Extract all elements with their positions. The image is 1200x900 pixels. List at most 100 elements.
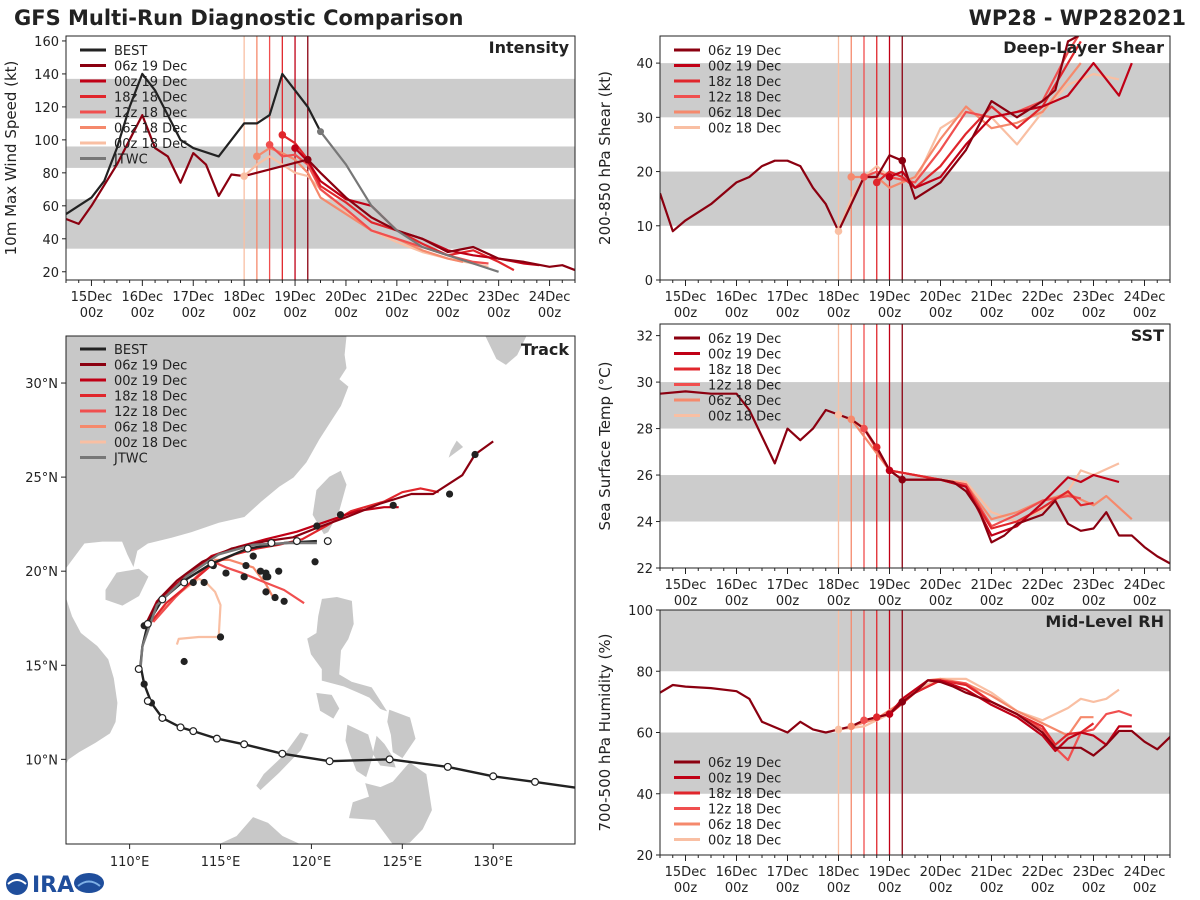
x-tick-date-label: 24Dec [1124,865,1166,880]
series-0-line [660,36,1079,233]
threshold-band [66,199,575,249]
threshold-band [660,610,1170,672]
x-tick-date-label: 15Dec [665,865,707,880]
x-tick-date-label: 22Dec [1022,578,1064,593]
x-tick-date-label: 18Dec [223,290,265,305]
x-tick-hour-label: 00z [827,881,851,896]
panel-title: Track [521,340,569,359]
track-point-filled [311,558,319,566]
track-point-filled [336,511,345,519]
best-point-filled [189,578,197,587]
y-axis-label: Sea Surface Temp (°C) [596,361,614,530]
track-point-filled [389,501,397,509]
x-tick-hour-label: 00z [725,594,749,609]
x-tick-date-label: 20Dec [325,290,367,305]
x-tick-date-label: 19Dec [274,290,316,305]
storm-id: WP28 - WP282021 [968,6,1186,30]
x-tick-hour-label: 00z [487,306,511,321]
legend-label: 06z 18 Dec [708,106,781,121]
x-tick-hour-label: 00z [776,306,800,321]
y-tick-label: 30 [636,111,653,126]
x-tick-hour-label: 00z [1031,881,1055,896]
y-tick-label: 40 [42,233,59,248]
y-tick-label: 60 [42,200,59,215]
x-tick-hour-label: 00z [674,306,698,321]
best-point-open [323,537,332,546]
x-tick-hour-label: 00z [980,306,1004,321]
track-point-filled [262,588,270,596]
x-tick-hour-label: 00z [232,306,256,321]
cira-logo-text: IRA [32,873,74,898]
track-point-filled [271,593,279,602]
series-5-init-point [834,227,843,235]
y-axis-label: 200-850 hPa Shear (kt) [596,71,614,245]
best-point-open [267,538,276,547]
x-tick-date-label: 18Dec [818,578,860,593]
series-1-line [889,61,1133,189]
x-tick-hour-label: 00z [131,306,155,321]
legend-label: 06z 19 Dec [708,756,781,771]
x-tick-hour-label: 00z [878,306,902,321]
panel-rh: 2040608010015Dec00z16Dec00z17Dec00z18Dec… [596,604,1171,896]
taiwan-island [312,470,347,535]
plot-area [660,36,1133,280]
x-tick-hour-label: 00z [725,881,749,896]
x-tick-label: 130°E [473,855,513,870]
legend-label: 12z 18 Dec [114,106,187,121]
series-4-init-point [847,722,856,731]
x-tick-hour-label: 00z [674,881,698,896]
track-point-filled [216,633,225,641]
mindanao-island [348,762,432,844]
threshold-band [660,63,1170,118]
x-tick-date-label: 21Dec [971,290,1013,305]
x-tick-hour-label: 00z [878,881,902,896]
y-tick-label: 22 [636,562,653,577]
track-point-filled [200,578,208,587]
track-point-filled [180,657,188,666]
x-tick-date-label: 23Dec [1073,865,1115,880]
legend-label: 18z 18 Dec [114,390,187,405]
series-2-init-point [872,178,881,187]
legend-label: 00z 19 Dec [708,60,781,75]
track-point-filled [445,490,454,498]
x-tick-hour-label: 00z [980,594,1004,609]
legend-label: 00z 18 Dec [708,834,781,849]
best-point-open [212,734,221,743]
y-tick-label: 100 [628,604,653,619]
x-tick-hour-label: 00z [1031,306,1055,321]
series-2-line [876,40,1082,189]
legend-label: 00z 19 Dec [114,374,187,389]
series-0-line [660,679,1170,757]
series-3-init-point [860,173,868,181]
x-tick-date-label: 15Dec [665,290,707,305]
y-tick-label: 0 [645,274,653,289]
series-2-init-point [872,713,881,721]
mindoro-island [316,692,340,719]
y-tick-label: 40 [636,57,653,72]
x-tick-hour-label: 00z [1031,594,1055,609]
x-tick-date-label: 19Dec [869,578,911,593]
legend-label: 06z 19 Dec [708,332,781,347]
legend-label: 00z 18 Dec [708,410,781,425]
series-2-init-point [278,131,287,139]
legend-label: JTWC [113,452,148,467]
y-tick-label: 20 [636,166,653,181]
y-tick-label: 120 [34,101,59,116]
legend-label: 12z 18 Dec [708,379,781,394]
x-tick-date-label: 23Dec [1073,290,1115,305]
best-point-open [143,697,152,706]
best-track-line [66,72,322,216]
y-tick-label: 30°N [25,377,58,392]
legend-label: 00z 19 Dec [708,772,781,787]
y-tick-label: 24 [636,516,653,531]
best-point-open [143,619,152,628]
series-1-init-point [885,173,894,181]
x-tick-date-label: 20Dec [920,578,962,593]
legend-label: 06z 19 Dec [114,359,187,374]
series-1-init-point [885,710,894,718]
series-0-init-point [303,155,312,164]
x-tick-hour-label: 00z [929,306,953,321]
best-point-open [189,727,198,736]
indochina [66,599,118,764]
